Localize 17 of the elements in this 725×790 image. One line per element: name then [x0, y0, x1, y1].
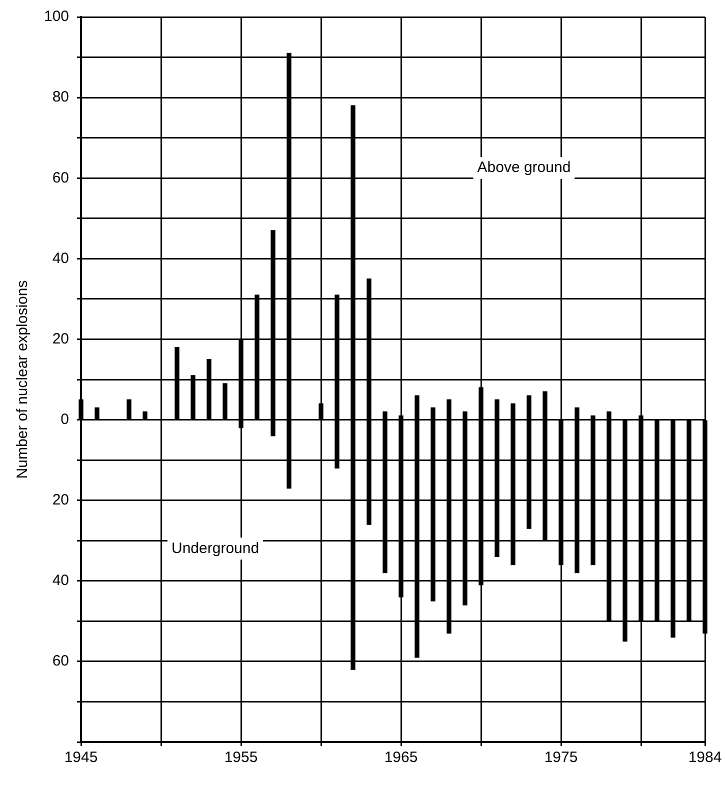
- y-tick-label: 40: [52, 572, 70, 590]
- y-tick-label: 20: [52, 330, 70, 348]
- annotation: Above ground: [477, 159, 571, 176]
- y-tick-label: 80: [52, 88, 70, 106]
- x-tick-label: 1975: [544, 749, 578, 766]
- y-tick-label: 20: [52, 491, 70, 508]
- x-tick-label: 1945: [64, 749, 98, 766]
- y-tick-label: 60: [52, 169, 70, 186]
- x-tick-label: 1955: [224, 749, 258, 766]
- x-tick-label: 1965: [384, 749, 418, 766]
- y-axis-title: Number of nuclear explosions: [14, 280, 32, 479]
- y-tick-label: 60: [52, 652, 70, 670]
- y-tick-label: 40: [52, 250, 70, 267]
- y-tick-label: 0: [60, 410, 70, 428]
- x-tick-label: 1984: [688, 749, 722, 766]
- annotation: Underground: [172, 540, 260, 557]
- y-tick-label: 100: [44, 8, 70, 26]
